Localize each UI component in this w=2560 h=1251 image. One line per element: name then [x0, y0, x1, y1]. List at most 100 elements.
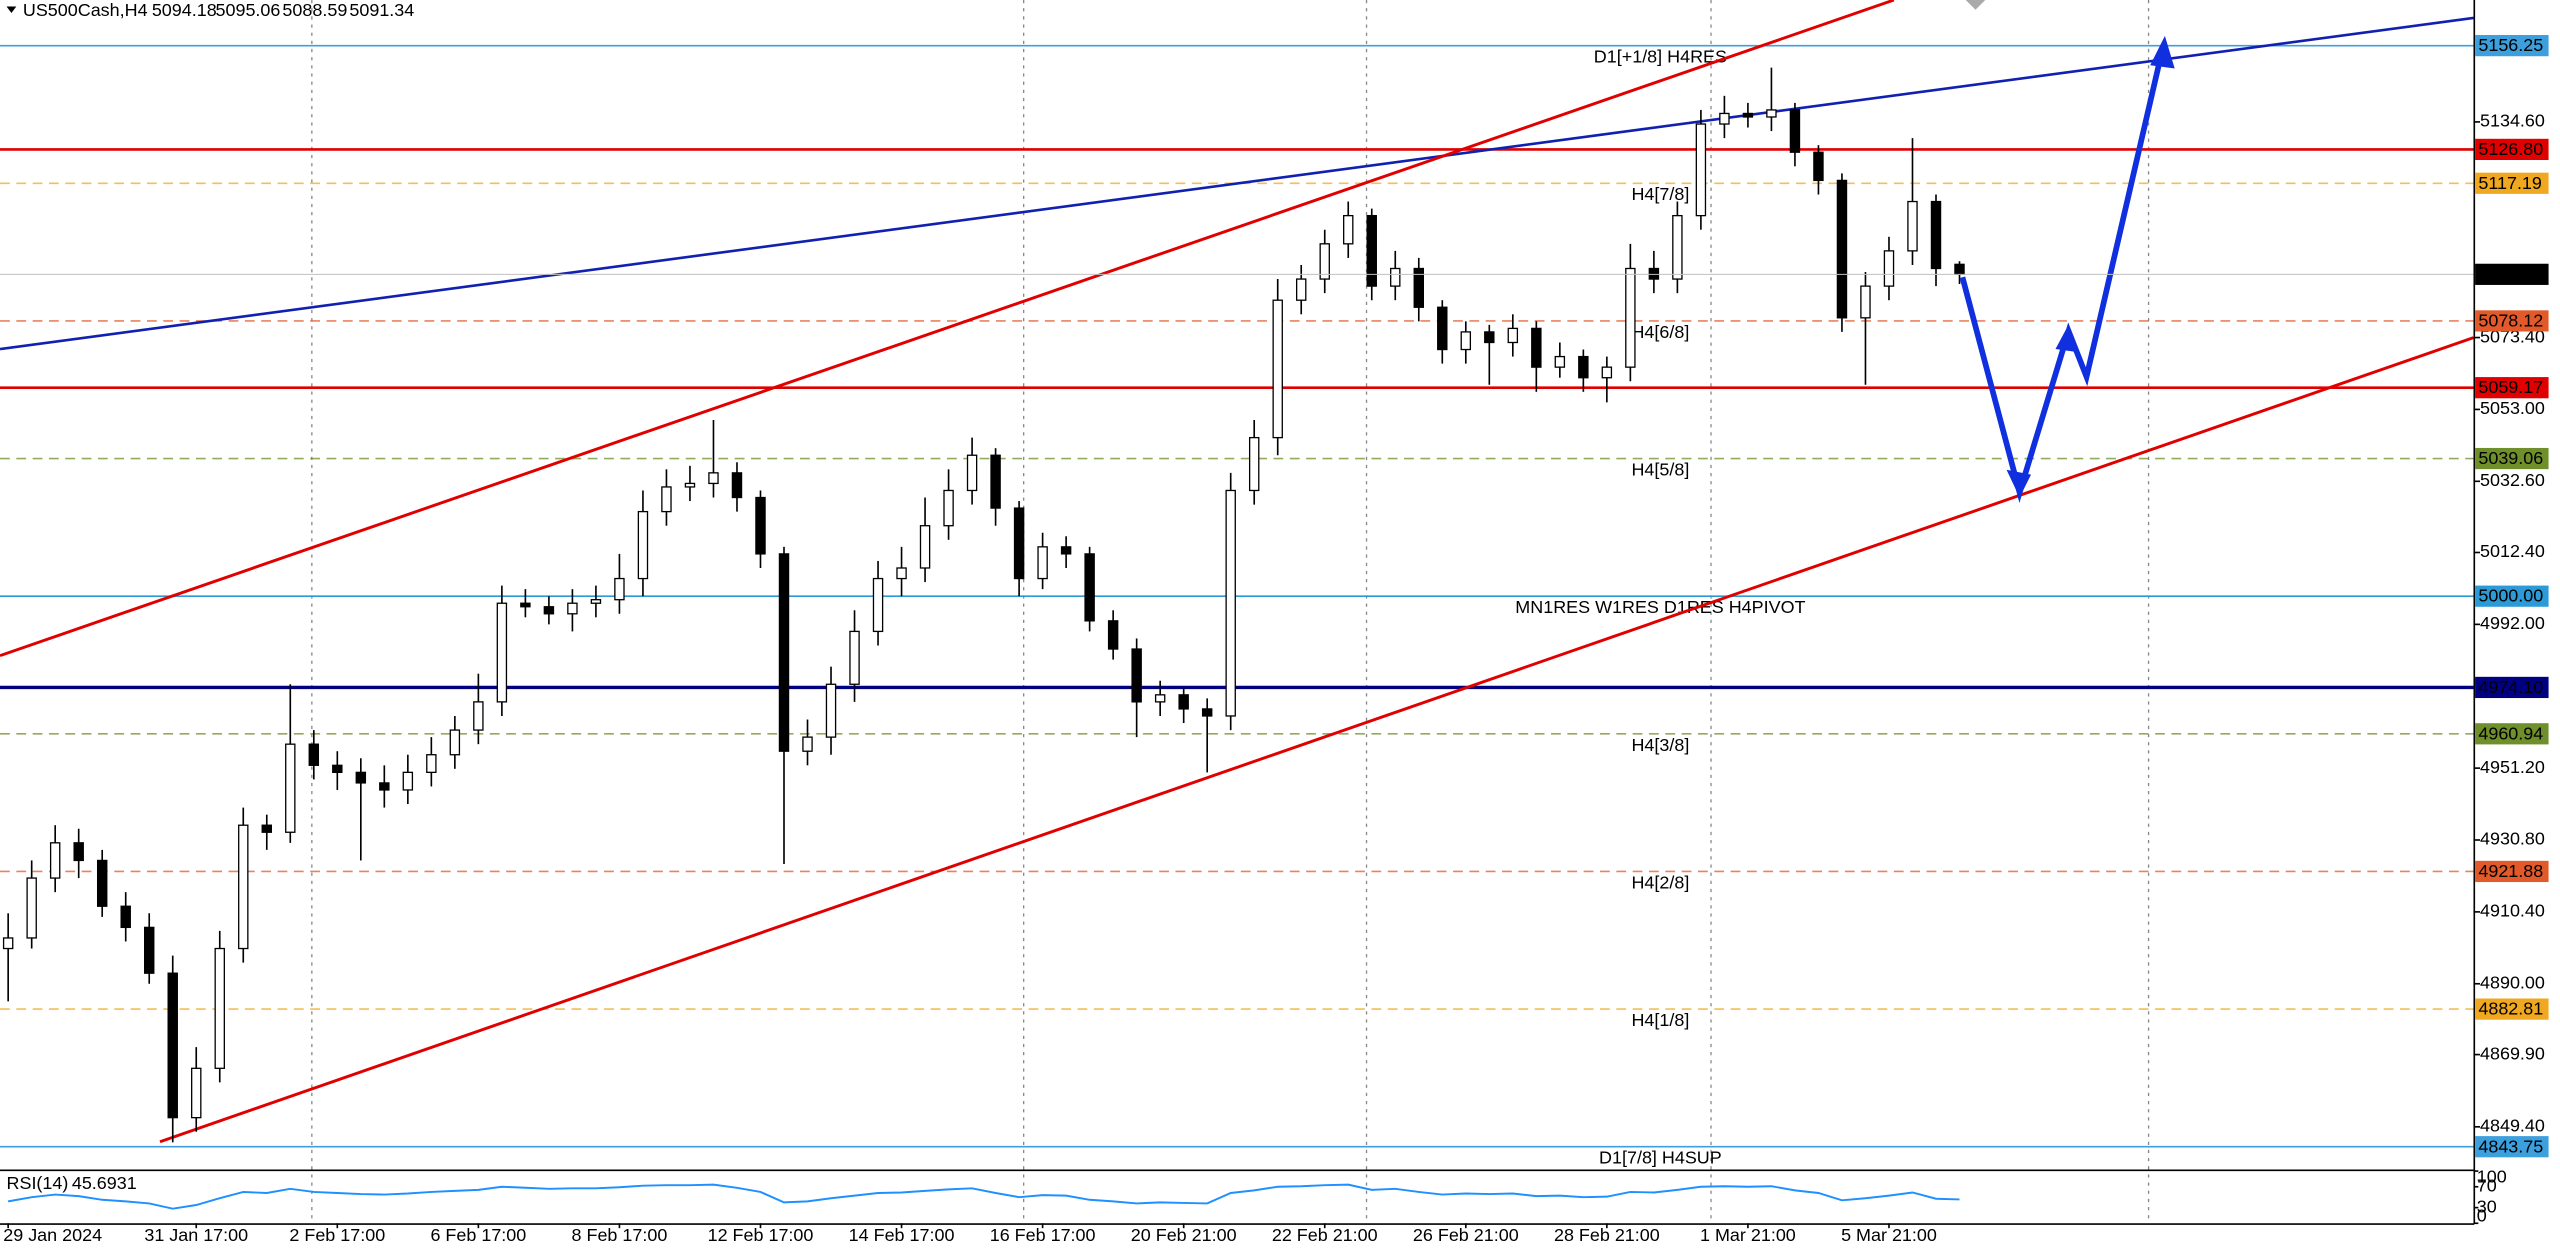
- level-price-box: [2475, 723, 2549, 745]
- level-price-box: [2475, 585, 2549, 607]
- level-price-label: 5156.25: [2478, 35, 2543, 55]
- candle-body: [473, 701, 484, 731]
- candle-body: [238, 824, 249, 950]
- candle-body: [755, 496, 766, 555]
- trend-line: [0, 16, 2474, 351]
- candle-body: [1625, 267, 1636, 368]
- candle-body: [120, 905, 131, 929]
- x-tick-label: 20 Feb 21:00: [1131, 1225, 1237, 1245]
- candle-body: [943, 489, 954, 527]
- symbol: US500Cash,H4: [23, 0, 148, 20]
- menu-triangle[interactable]: [6, 6, 17, 14]
- arrow-head: [2055, 324, 2079, 353]
- level-price-box: [2475, 377, 2549, 399]
- y-tick-label: 4992.00: [2480, 613, 2545, 633]
- x-tick-label: 1 Mar 21:00: [1700, 1225, 1796, 1245]
- rsi-tick-label: 70: [2477, 1175, 2497, 1195]
- level-price-label: 4843.75: [2478, 1136, 2543, 1156]
- rsi-tick-label: 0: [2477, 1205, 2487, 1225]
- candle-body: [49, 842, 61, 879]
- x-tick-label: 26 Feb 21:00: [1413, 1225, 1519, 1245]
- candle-body: [1883, 250, 1895, 287]
- candle-body: [1860, 285, 1871, 319]
- level-text: H4[3/8]: [1631, 735, 1689, 755]
- candle-body: [355, 771, 367, 784]
- candle-body: [614, 577, 625, 601]
- frame: [0, 0, 2476, 1225]
- last-price-box: [2475, 263, 2549, 285]
- x-tick-label: 5 Mar 21:00: [1841, 1225, 1937, 1245]
- candle-body: [778, 553, 790, 752]
- x-tick-label: 31 Jan 17:00: [144, 1225, 248, 1245]
- candle-body: [520, 602, 531, 608]
- candle-body: [496, 602, 508, 703]
- candle-body: [1013, 507, 1025, 580]
- level-text: H4[5/8]: [1631, 460, 1689, 480]
- candle-body: [708, 472, 719, 485]
- level-price-box: [2475, 172, 2549, 194]
- candle-body: [684, 482, 696, 488]
- candle-body: [1201, 708, 1213, 717]
- candle-body: [143, 926, 155, 974]
- level-price-label: 4921.88: [2478, 861, 2543, 881]
- candle-body: [637, 510, 649, 580]
- level-price-box: [2475, 310, 2549, 332]
- candle-body: [1648, 267, 1660, 280]
- level-price-label: 5000.00: [2478, 586, 2543, 606]
- level-price-label: 4960.94: [2478, 723, 2543, 743]
- candle-body: [661, 486, 672, 513]
- candle-body: [96, 859, 108, 907]
- candle-body: [402, 771, 414, 791]
- level-price-label: 4974.10: [2478, 677, 2543, 697]
- x-tick-label: 22 Feb 21:00: [1272, 1225, 1378, 1245]
- level-price-box: [2475, 138, 2549, 160]
- candle-body: [449, 729, 461, 756]
- candle-body: [1131, 648, 1142, 703]
- trend-lines: [0, 0, 2474, 1144]
- candle-body: [26, 877, 37, 939]
- candle-body: [966, 454, 978, 492]
- candle-body: [1507, 327, 1519, 344]
- rsi-value: 45.6931: [72, 1173, 137, 1193]
- y-tick-label: 4951.20: [2480, 757, 2545, 777]
- candle-body: [379, 782, 390, 791]
- candle-body: [1742, 112, 1754, 118]
- level-price-box: [2475, 998, 2549, 1020]
- level-price-label: 5039.06: [2478, 448, 2543, 468]
- candle-body: [1601, 366, 1613, 379]
- candle-body: [919, 525, 931, 569]
- candle-body: [1719, 112, 1730, 125]
- candle-body: [731, 472, 743, 499]
- level-text: D1[7/8] H4SUP: [1599, 1148, 1722, 1168]
- candle-body: [1531, 327, 1542, 368]
- level-text: H4[1/8]: [1631, 1010, 1689, 1030]
- x-tick-label: 14 Feb 17:00: [849, 1225, 955, 1245]
- candle-body: [872, 577, 884, 633]
- candle-body: [1343, 214, 1354, 245]
- candle-body: [332, 764, 343, 774]
- candle-body: [1390, 267, 1401, 287]
- candle-body: [1578, 355, 1589, 379]
- level-price-box: [2475, 35, 2549, 57]
- x-tick-label: 6 Feb 17:00: [430, 1225, 526, 1245]
- header-close: 5091.34: [349, 0, 414, 20]
- level-price-label: 5059.17: [2478, 377, 2543, 397]
- x-tick-label: 16 Feb 17:00: [990, 1225, 1096, 1245]
- channel-upper: [0, 0, 1895, 658]
- level-text: MN1RES W1RES D1RES H4PIVOT: [1515, 597, 1805, 617]
- candle-body: [1296, 278, 1307, 301]
- level-price-box: [2475, 676, 2549, 699]
- session-separators: [311, 0, 2150, 1224]
- candle-body: [1272, 299, 1283, 439]
- candle-body: [1836, 179, 1848, 319]
- candle-body: [590, 599, 602, 604]
- candle-body: [1695, 123, 1707, 217]
- candle-body: [285, 743, 296, 833]
- candle-body: [1413, 267, 1425, 308]
- arrow-head: [2006, 469, 2032, 498]
- levels: D1[+1/8] H4RES H4[7/8] H4[6/8] H4[5/8] MN1RE…: [0, 44, 2474, 1168]
- x-tick-label: 2 Feb 17:00: [289, 1225, 385, 1245]
